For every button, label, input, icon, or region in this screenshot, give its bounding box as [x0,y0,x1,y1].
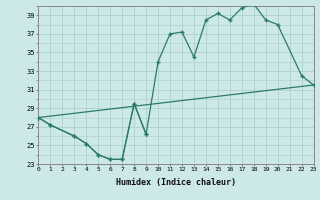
X-axis label: Humidex (Indice chaleur): Humidex (Indice chaleur) [116,178,236,187]
